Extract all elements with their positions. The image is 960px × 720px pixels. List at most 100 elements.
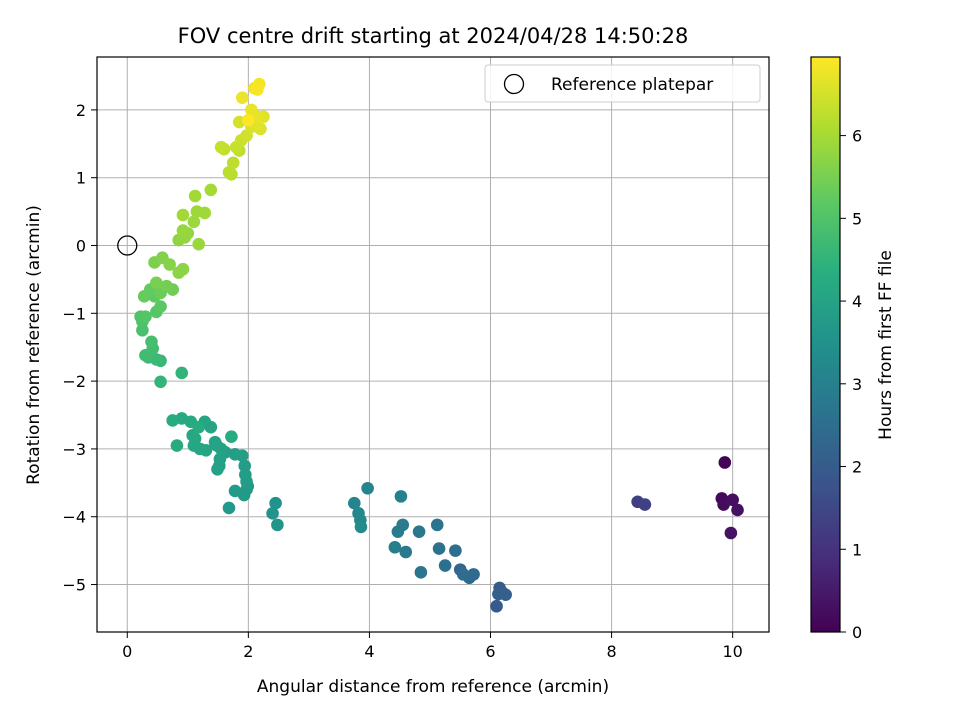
x-tick-label: 10 [722, 642, 742, 661]
y-tick-label: −2 [62, 372, 86, 391]
data-point [175, 366, 189, 380]
x-axis-ticks: 0 2 4 6 8 10 [122, 632, 743, 661]
data-point [430, 518, 444, 532]
data-point [187, 439, 201, 452]
data-point [245, 103, 258, 117]
data-point [210, 439, 224, 452]
colorbar-tick-label: 3 [852, 375, 862, 394]
y-axis-label: Rotation from reference (arcmin) [24, 205, 44, 485]
data-point [166, 414, 179, 427]
data-point [354, 520, 368, 534]
reference-marker-layer [117, 235, 138, 256]
data-point [394, 490, 408, 503]
data-point [188, 189, 202, 203]
data-point [225, 430, 238, 444]
data-point [222, 501, 236, 515]
data-point [266, 507, 279, 520]
data-point [198, 206, 212, 220]
colorbar-tick-label: 0 [852, 623, 862, 642]
data-point [449, 544, 462, 557]
colorbar-gradient [810, 56, 841, 633]
data-point [170, 439, 184, 452]
data-point [176, 262, 190, 276]
data-point [361, 481, 374, 495]
data-points [134, 77, 744, 613]
data-point [638, 498, 652, 511]
y-tick-label: 2 [76, 101, 86, 120]
colorbar-tick-label: 6 [852, 127, 862, 146]
data-point [136, 323, 149, 337]
y-tick-label: 1 [76, 169, 86, 188]
data-point [160, 279, 173, 293]
data-point [228, 448, 242, 461]
data-point [731, 503, 744, 517]
colorbar-tick-label: 2 [852, 458, 862, 477]
data-point [347, 496, 361, 510]
data-point [192, 237, 206, 251]
data-point [226, 156, 240, 170]
data-point [176, 224, 190, 237]
data-point [139, 310, 152, 323]
reference-platepar-marker [117, 235, 138, 256]
data-point [238, 459, 252, 473]
legend-label: Reference platepar [551, 75, 713, 95]
data-point [399, 545, 413, 559]
data-point [163, 258, 176, 271]
data-point [137, 290, 151, 303]
data-point [388, 540, 402, 554]
data-point [145, 335, 158, 349]
data-point [187, 215, 201, 229]
data-point [228, 484, 242, 498]
x-tick-label: 2 [243, 642, 253, 661]
data-point [269, 496, 282, 510]
data-point [726, 493, 739, 507]
x-axis-label: Angular distance from reference (arcmin) [257, 677, 609, 697]
data-point [432, 542, 446, 555]
x-tick-label: 0 [122, 642, 132, 661]
data-point [213, 452, 227, 466]
y-tick-label: −5 [62, 576, 86, 595]
x-tick-label: 6 [485, 642, 495, 661]
data-point [492, 587, 505, 601]
x-tick-label: 4 [364, 642, 374, 661]
data-point [438, 559, 452, 572]
chart-title: FOV centre drift starting at 2024/04/28 … [178, 24, 689, 48]
data-point [456, 568, 470, 581]
y-tick-label: −1 [62, 304, 86, 323]
y-tick-label: −4 [62, 508, 86, 527]
legend-marker-circle [503, 73, 525, 95]
data-point [150, 276, 163, 290]
data-point [154, 375, 167, 389]
data-point [251, 83, 264, 96]
data-point [222, 165, 236, 179]
colorbar-tick-label: 1 [852, 540, 862, 559]
data-point [176, 208, 190, 222]
colorbar: 0 1 2 3 4 5 6 Hours from first FF file [810, 56, 896, 642]
data-point [242, 113, 255, 127]
data-point [718, 456, 732, 469]
data-point [154, 300, 167, 313]
data-point [414, 566, 428, 579]
data-point [391, 525, 405, 538]
colorbar-tick-label: 5 [852, 209, 862, 228]
data-point [271, 518, 284, 532]
data-point [204, 183, 218, 197]
y-axis-ticks: −5 −4 −3 −2 −1 0 1 2 [62, 101, 97, 595]
colorbar-tick-label: 4 [852, 292, 862, 311]
legend-box [484, 64, 761, 103]
data-point [724, 526, 738, 540]
plot-frame [96, 56, 770, 633]
data-point [211, 462, 224, 476]
data-point [412, 525, 426, 538]
y-tick-label: −3 [62, 440, 86, 459]
x-tick-label: 8 [607, 642, 617, 661]
data-point [192, 420, 206, 434]
colorbar-label: Hours from first FF file [876, 250, 896, 440]
data-point [235, 91, 249, 104]
data-point [214, 140, 228, 154]
y-tick-label: 0 [76, 237, 86, 256]
data-point [490, 599, 503, 613]
legend: Reference platepar [484, 64, 761, 103]
grid [97, 57, 769, 632]
